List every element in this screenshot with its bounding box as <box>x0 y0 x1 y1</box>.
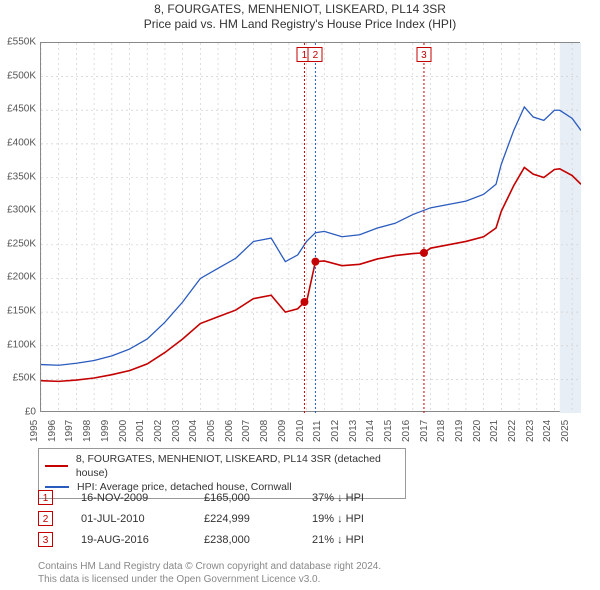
x-tick-label: 2001 <box>135 420 146 442</box>
footer-line1: Contains HM Land Registry data © Crown c… <box>38 561 588 574</box>
x-tick-label: 2007 <box>241 420 252 442</box>
sales-table: 1 16-NOV-2009 £165,000 37% ↓ HPI 2 01-JUL-201… <box>38 490 392 553</box>
footer-attribution: Contains HM Land Registry data © Crown c… <box>38 561 588 586</box>
y-tick-label: £150K <box>7 306 36 317</box>
chart-titles: 8, FOURGATES, MENHENIOT, LISKEARD, PL14 … <box>0 0 600 31</box>
sale-date: 19-AUG-2016 <box>81 534 176 546</box>
legend-swatch <box>45 486 69 488</box>
legend-label: 8, FOURGATES, MENHENIOT, LISKEARD, PL14 … <box>76 452 399 480</box>
title-address: 8, FOURGATES, MENHENIOT, LISKEARD, PL14 … <box>0 2 600 16</box>
x-tick-label: 2019 <box>454 420 465 442</box>
sale-hpi-delta: 21% ↓ HPI <box>312 534 392 546</box>
sale-index-box: 3 <box>38 532 53 547</box>
y-tick-label: £500K <box>7 70 36 81</box>
x-tick-label: 2020 <box>471 420 482 442</box>
x-tick-label: 1995 <box>29 420 40 442</box>
chart-area: £0£50K£100K£150K£200K£250K£300K£350K£400… <box>40 42 580 412</box>
x-tick-label: 2023 <box>525 420 536 442</box>
sale-index-box: 1 <box>38 490 53 505</box>
x-tick-label: 2012 <box>330 420 341 442</box>
sale-marker-2: 2 <box>308 47 323 62</box>
x-tick-label: 2000 <box>117 420 128 442</box>
sale-price: £238,000 <box>204 534 284 546</box>
page: 8, FOURGATES, MENHENIOT, LISKEARD, PL14 … <box>0 0 600 590</box>
x-tick-label: 2015 <box>383 420 394 442</box>
sale-price: £224,999 <box>204 513 284 525</box>
y-tick-label: £300K <box>7 205 36 216</box>
y-tick-label: £400K <box>7 137 36 148</box>
sale-row: 2 01-JUL-2010 £224,999 19% ↓ HPI <box>38 511 392 526</box>
x-tick-label: 2006 <box>224 420 235 442</box>
x-tick-label: 2011 <box>313 420 324 442</box>
sale-hpi-delta: 37% ↓ HPI <box>312 492 392 504</box>
legend-item: 8, FOURGATES, MENHENIOT, LISKEARD, PL14 … <box>45 452 399 480</box>
y-axis-labels: £0£50K£100K£150K£200K£250K£300K£350K£400… <box>0 42 38 412</box>
y-tick-label: £350K <box>7 171 36 182</box>
y-tick-label: £200K <box>7 272 36 283</box>
x-tick-label: 2009 <box>277 420 288 442</box>
x-tick-label: 2008 <box>259 420 270 442</box>
y-tick-label: £550K <box>7 37 36 48</box>
x-tick-label: 2025 <box>560 420 571 442</box>
y-tick-label: £0 <box>25 407 36 418</box>
x-tick-label: 2003 <box>171 420 182 442</box>
x-tick-label: 2005 <box>206 420 217 442</box>
sale-date: 16-NOV-2009 <box>81 492 176 504</box>
x-tick-label: 2024 <box>542 420 553 442</box>
x-tick-label: 2010 <box>294 420 305 442</box>
sale-row: 3 19-AUG-2016 £238,000 21% ↓ HPI <box>38 532 392 547</box>
plot-frame: 123 <box>40 42 580 412</box>
x-tick-label: 1999 <box>100 420 111 442</box>
x-tick-label: 2013 <box>348 420 359 442</box>
x-tick-label: 2002 <box>153 420 164 442</box>
sale-hpi-delta: 19% ↓ HPI <box>312 513 392 525</box>
x-tick-label: 2016 <box>401 420 412 442</box>
y-tick-label: £250K <box>7 238 36 249</box>
x-tick-label: 2004 <box>188 420 199 442</box>
x-tick-label: 2018 <box>436 420 447 442</box>
y-tick-label: £450K <box>7 104 36 115</box>
x-tick-label: 1997 <box>64 420 75 442</box>
sale-date: 01-JUL-2010 <box>81 513 176 525</box>
sale-price: £165,000 <box>204 492 284 504</box>
x-tick-label: 2021 <box>489 420 500 442</box>
x-tick-label: 2017 <box>418 420 429 442</box>
sale-marker-3: 3 <box>416 47 431 62</box>
x-tick-label: 1996 <box>47 420 58 442</box>
y-tick-label: £50K <box>13 373 36 384</box>
footer-line2: This data is licensed under the Open Gov… <box>38 574 588 587</box>
sale-row: 1 16-NOV-2009 £165,000 37% ↓ HPI <box>38 490 392 505</box>
sale-index-box: 2 <box>38 511 53 526</box>
x-tick-label: 2022 <box>507 420 518 442</box>
plot-svg <box>41 43 581 413</box>
legend-swatch <box>45 465 68 467</box>
x-tick-label: 1998 <box>82 420 93 442</box>
y-tick-label: £100K <box>7 339 36 350</box>
x-tick-label: 2014 <box>365 420 376 442</box>
title-subtitle: Price paid vs. HM Land Registry's House … <box>0 17 600 31</box>
